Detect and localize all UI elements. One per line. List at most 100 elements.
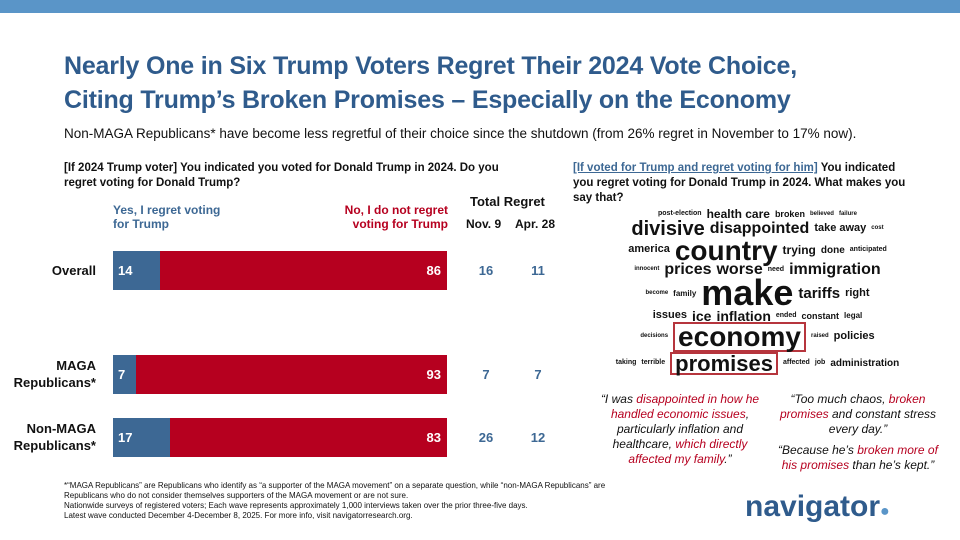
word-cloud-word: raised: [810, 333, 829, 340]
word-cloud-word: affected: [782, 359, 810, 367]
col-apr: Apr. 28: [515, 217, 556, 231]
right-question-text: You indicated you regret voting for Dona…: [573, 162, 906, 204]
word-cloud-word: broken: [774, 209, 805, 220]
bar-yes-value: 17: [118, 430, 133, 445]
quote-text: “I was: [600, 392, 637, 406]
word-cloud-word: terrible: [641, 359, 666, 367]
word-cloud-word: legal: [844, 311, 863, 321]
top-accent-bar: [0, 0, 960, 13]
word-cloud-word: tariffs: [798, 284, 841, 302]
word-cloud-word: family: [673, 288, 697, 298]
nov-value: 7: [482, 367, 490, 382]
right-question-prefix: [If voted for Trump and regret voting fo…: [573, 162, 818, 174]
word-cloud-row: post-election health care broken believed fa…: [585, 207, 930, 221]
bar-no: 93: [136, 355, 447, 394]
row-label: Non-MAGA Republicans*: [13, 421, 96, 453]
word-cloud-row: taking terrible promises affected job adminis…: [585, 351, 930, 376]
word-cloud-word: ended: [775, 311, 797, 319]
word-cloud-word: job: [814, 359, 826, 367]
quote-text: “Too much chaos,: [790, 392, 889, 406]
word-cloud-word: trying: [782, 242, 816, 257]
total-regret-header: Total Regret: [470, 194, 545, 209]
word-cloud-word: innocent: [634, 266, 660, 273]
title-line-2: Citing Trump’s Broken Promises – Especia…: [64, 86, 791, 114]
word-cloud-word: policies: [833, 330, 875, 342]
word-cloud-word: inflation: [716, 307, 771, 324]
bar-yes-value: 7: [118, 367, 126, 382]
word-cloud-word: decisions: [640, 333, 669, 340]
quote-highlight: broken more of his promises: [781, 443, 938, 472]
apr-value: 7: [534, 367, 542, 382]
word-cloud-row: decisions economy raised policies: [585, 322, 930, 352]
quote-highlight: broken promises: [779, 392, 926, 421]
word-cloud-word: make: [701, 272, 794, 314]
title-line-1: Nearly One in Six Trump Voters Regret Th…: [64, 52, 797, 80]
quote-highlight: disappointed in how he handled economic …: [610, 392, 760, 421]
footnote-line: Latest wave conducted December 4-Decembe…: [64, 511, 413, 520]
word-cloud-word: divisive: [631, 217, 705, 240]
navigator-logo: navigator●: [745, 490, 890, 529]
row-label: Overall: [51, 263, 96, 278]
quote-1: “I was disappointed in how he handled ec…: [590, 392, 770, 467]
word-cloud: post-election health care broken believed fa…: [585, 207, 930, 376]
word-cloud-word: done: [820, 244, 845, 256]
row-label: MAGA Republicans*: [13, 358, 96, 390]
footnote-line: *“MAGA Republicans” are Republicans who …: [64, 481, 606, 500]
word-cloud-word: issues: [652, 309, 687, 322]
apr-value: 12: [530, 430, 546, 445]
quote-text: than he’s kept.”: [849, 458, 935, 472]
logo-text: navigator: [745, 490, 881, 523]
bar-no-value: 93: [426, 367, 441, 382]
word-cloud-word: anticipated: [849, 246, 887, 254]
word-cloud-word: worse: [716, 260, 763, 278]
bar-no-value: 83: [426, 430, 441, 445]
subtitle: Non-MAGA Republicans* have become less r…: [64, 126, 857, 141]
legend-yes: Yes, I regret voting for Trump: [113, 203, 221, 231]
left-question: [If 2024 Trump voter] You indicated you …: [64, 162, 499, 189]
word-cloud-word: prices: [664, 260, 712, 278]
highlighted-word: promises: [670, 351, 778, 376]
quote-2: “Too much chaos, broken promises and con…: [778, 392, 938, 437]
logo-dot-icon: ●: [880, 503, 890, 520]
bar-yes: 14: [113, 251, 160, 290]
word-cloud-word: become: [645, 289, 669, 296]
word-cloud-word: taking: [615, 359, 637, 367]
quote-text: .”: [724, 452, 732, 466]
word-cloud-row: become family make tariffs right: [585, 272, 930, 314]
legend-no: No, I do not regret voting for Trump: [344, 203, 448, 231]
quote-text: , particularly inflation and healthcare,: [612, 407, 750, 451]
word-cloud-row: america country trying done anticipated: [585, 234, 930, 266]
word-cloud-word: cost: [871, 225, 884, 232]
word-cloud-word: post-election: [658, 210, 702, 218]
word-cloud-word: believed: [809, 210, 834, 217]
word-cloud-word: america: [628, 243, 670, 256]
word-cloud-word: failure: [838, 210, 857, 217]
bar-yes-value: 14: [118, 263, 133, 278]
word-cloud-word: health care: [706, 207, 770, 221]
word-cloud-word: ice: [691, 307, 712, 324]
quote-text: and constant stress every day.”: [828, 407, 937, 436]
word-cloud-word: right: [845, 286, 870, 299]
apr-value: 11: [531, 263, 545, 278]
word-cloud-row: issues ice inflation ended constant legal: [585, 307, 930, 324]
word-cloud-word: constant: [801, 311, 840, 322]
bar-yes: 7: [113, 355, 137, 394]
bar-yes: 17: [113, 418, 170, 457]
bar-no: 86: [159, 251, 447, 290]
highlighted-word: economy: [673, 322, 806, 352]
quote-highlight: which directly affected my family: [628, 437, 748, 466]
word-cloud-row: innocent prices worse need immigration: [585, 260, 930, 278]
word-cloud-word: take away: [814, 221, 867, 234]
word-cloud-word: country: [674, 234, 778, 266]
quote-text: “Because he’s: [778, 443, 858, 457]
word-cloud-word: disappointed: [709, 219, 810, 237]
footnote: *“MAGA Republicans” are Republicans who …: [64, 481, 624, 521]
nov-value: 16: [478, 263, 494, 278]
quote-3: “Because he’s broken more of his promise…: [773, 443, 943, 473]
footnote-line: Nationwide surveys of registered voters;…: [64, 501, 528, 510]
word-cloud-word: administration: [830, 357, 900, 369]
col-nov: Nov. 9: [466, 217, 502, 231]
bar-no: 83: [169, 418, 447, 457]
word-cloud-row: divisive disappointed take away cost: [585, 217, 930, 240]
nov-value: 26: [478, 430, 494, 445]
